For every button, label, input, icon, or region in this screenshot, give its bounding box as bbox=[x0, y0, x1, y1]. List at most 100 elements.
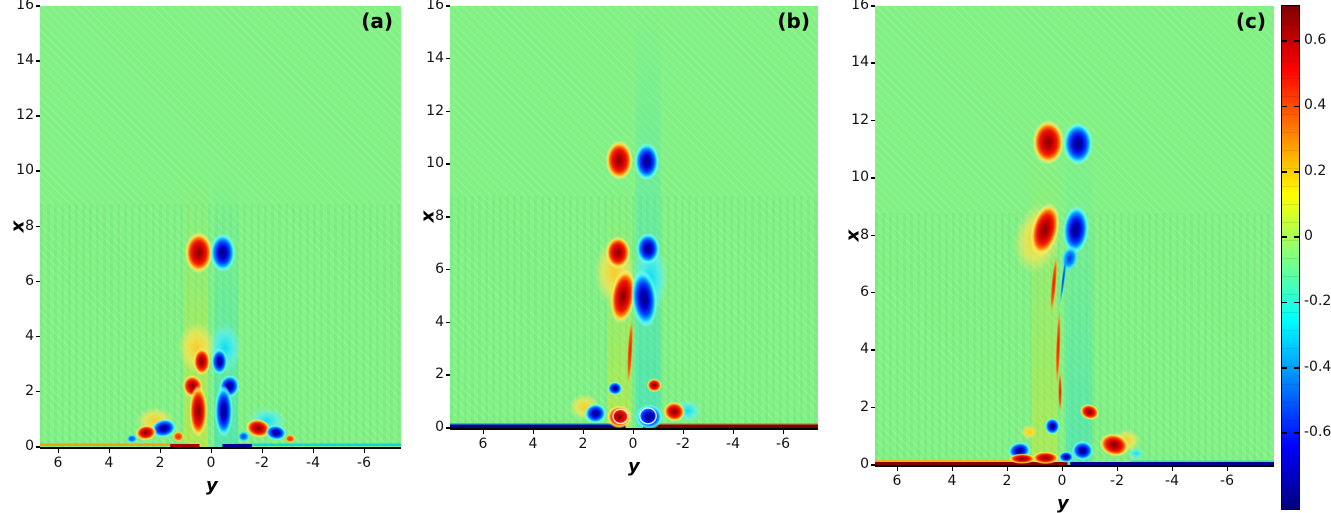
x-axis-tick-label: -2 bbox=[255, 455, 269, 471]
x-axis-tick-label: 4 bbox=[104, 455, 114, 471]
vorticity-field-svg bbox=[40, 171, 401, 447]
vortex-blob bbox=[265, 424, 287, 441]
vortex-blob bbox=[1062, 205, 1090, 255]
y-axis-tickmark bbox=[36, 335, 40, 338]
vortex-blob bbox=[1079, 403, 1100, 420]
x-axis-tick-label: -2 bbox=[1110, 473, 1124, 489]
y-axis-tick-label: 10 bbox=[16, 162, 34, 179]
colorbar-tickmark bbox=[1294, 367, 1299, 369]
y-axis-tick-label: 12 bbox=[426, 102, 444, 119]
colorbar-tick-label: -0.6 bbox=[1304, 423, 1331, 440]
y-axis-tick-label: 6 bbox=[25, 272, 34, 289]
y-axis-tick-label: 10 bbox=[851, 169, 869, 186]
colorbar-tickmark bbox=[1282, 432, 1287, 434]
y-axis-tick-label: 8 bbox=[860, 226, 869, 243]
wall-layer-strip bbox=[875, 462, 1068, 465]
vortex-blob bbox=[1032, 119, 1065, 165]
y-axis-tick-label: 0 bbox=[860, 456, 869, 472]
vortex-blob bbox=[237, 431, 250, 443]
x-axis-tick-label: 6 bbox=[892, 473, 902, 489]
panel-a-label: (a) bbox=[361, 9, 393, 33]
vortex-blob bbox=[151, 418, 177, 438]
vortex-blob bbox=[172, 431, 185, 443]
vortex-blob bbox=[1062, 122, 1094, 166]
colorbar-tick-label: -0.2 bbox=[1304, 293, 1331, 310]
vortex-blob bbox=[189, 384, 208, 438]
colorbar bbox=[1281, 5, 1300, 510]
vortex-blob bbox=[1099, 433, 1130, 457]
y-axis-tick-label: 16 bbox=[16, 0, 34, 13]
y-axis-tick-label: 8 bbox=[435, 208, 444, 224]
y-axis-tickmark bbox=[871, 177, 875, 179]
vortex-blob bbox=[663, 401, 686, 422]
colorbar-tickmark bbox=[1294, 432, 1299, 434]
y-axis-tickmark bbox=[871, 5, 875, 7]
y-axis-tickmark bbox=[871, 234, 875, 236]
wall-layer-strip bbox=[233, 443, 401, 446]
vortex-blob bbox=[184, 232, 213, 274]
y-axis-tickmark bbox=[871, 464, 875, 466]
panel-b-field: (b) bbox=[450, 6, 818, 430]
y-axis-tick-label: 2 bbox=[25, 382, 34, 399]
vortex-blob bbox=[245, 418, 271, 438]
wall-layer-strip bbox=[643, 424, 818, 428]
y-axis-tick-label: 10 bbox=[426, 155, 444, 172]
vortex-blob bbox=[1071, 440, 1094, 461]
wall-layer-strip bbox=[450, 424, 626, 428]
colorbar-tickmark bbox=[1282, 236, 1287, 238]
vorticity-field-svg bbox=[450, 6, 818, 428]
y-axis-tickmark bbox=[871, 406, 875, 409]
y-axis-tick-label: 16 bbox=[426, 0, 444, 13]
y-axis-tickmark bbox=[36, 280, 40, 283]
y-axis-tick-label: 4 bbox=[25, 327, 34, 344]
wall-layer-strip bbox=[450, 423, 618, 425]
vortex-blob bbox=[1050, 255, 1058, 313]
x-axis-tick-label: -6 bbox=[357, 455, 371, 471]
wall-layer-strip bbox=[1070, 462, 1274, 465]
vortex-blob bbox=[1055, 310, 1061, 385]
x-axis-tickmark bbox=[312, 449, 314, 453]
panel-c-x-axis-title: y bbox=[1057, 493, 1069, 513]
y-axis-tick-label: 0 bbox=[25, 438, 34, 454]
x-axis-tickmark bbox=[57, 449, 59, 453]
colorbar-tick-label: 0 bbox=[1304, 227, 1313, 244]
y-axis-tickmark bbox=[36, 5, 40, 7]
y-axis-tick-label: 4 bbox=[435, 313, 444, 330]
vortex-blob bbox=[1058, 371, 1062, 412]
x-axis-tickmark bbox=[1171, 467, 1173, 471]
y-axis-tick-label: 8 bbox=[25, 217, 34, 234]
vortex-blob bbox=[209, 233, 236, 272]
x-axis-tickmark bbox=[951, 467, 953, 471]
vorticity-field-svg bbox=[875, 119, 1274, 465]
vortex-blob bbox=[607, 381, 623, 396]
vortex-blob bbox=[135, 424, 157, 441]
colorbar-tickmark bbox=[1294, 236, 1299, 238]
x-axis-tickmark bbox=[363, 449, 365, 453]
colorbar-tickmark bbox=[1282, 301, 1287, 304]
x-axis-tickmark bbox=[1006, 467, 1008, 471]
y-axis-tickmark bbox=[446, 216, 450, 218]
vortex-blob bbox=[1044, 417, 1061, 435]
vortex-blob bbox=[126, 434, 138, 444]
vortex-blob bbox=[1058, 451, 1074, 463]
vortex-blob bbox=[1128, 447, 1145, 460]
vortex-blob bbox=[1031, 451, 1060, 465]
y-axis-tickmark bbox=[446, 5, 450, 7]
x-axis-tick-label: -6 bbox=[1220, 473, 1234, 489]
panel-a-x-axis-title: y bbox=[206, 475, 218, 496]
vortex-blob bbox=[626, 318, 634, 385]
x-axis-tickmark bbox=[159, 449, 161, 453]
x-axis-tick-label: 2 bbox=[578, 436, 588, 452]
x-axis-tickmark bbox=[482, 430, 484, 434]
colorbar-tickmark bbox=[1282, 105, 1287, 108]
x-axis-tickmark bbox=[1226, 467, 1228, 471]
x-axis-tick-label: 0 bbox=[206, 455, 216, 471]
colorbar-tick-label: 0.4 bbox=[1304, 97, 1327, 114]
vortex-blob bbox=[631, 269, 658, 328]
y-axis-tickmark bbox=[36, 390, 40, 393]
x-axis-tickmark bbox=[732, 430, 734, 434]
y-axis-tickmark bbox=[446, 427, 450, 429]
y-axis-tickmark bbox=[36, 225, 40, 227]
x-axis-tick-label: -4 bbox=[1165, 473, 1179, 489]
